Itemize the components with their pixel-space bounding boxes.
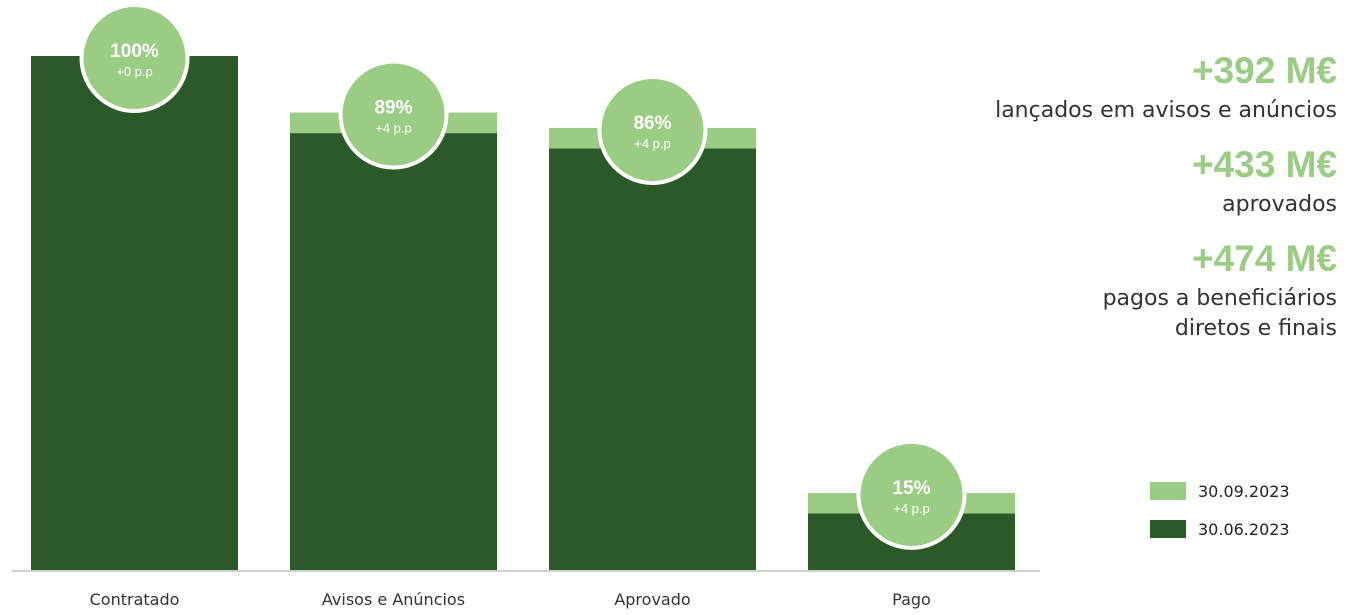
stat-value: +474 M€ xyxy=(1191,238,1337,279)
bubble-percentage: 86% xyxy=(633,113,671,134)
bubble-circle xyxy=(79,3,190,113)
bubble-circle xyxy=(597,74,708,185)
stat-paid: +474 M€ pagos a beneficiários diretos e … xyxy=(917,234,1337,344)
bubble-delta: +4 p.p xyxy=(375,121,412,136)
bubble-circle xyxy=(338,59,449,170)
bubble-percentage: 15% xyxy=(892,478,930,499)
value-bubble: 100% +0 p.p xyxy=(79,3,190,113)
category-label: Pago xyxy=(892,590,931,609)
value-bubble: 86% +4 p.p xyxy=(597,74,708,185)
stat-approved: +433 M€ aprovados xyxy=(917,140,1337,220)
category-label: Aprovado xyxy=(614,590,690,609)
value-bubble: 89% +4 p.p xyxy=(338,59,449,170)
stat-description: lançados em avisos e anúncios xyxy=(995,98,1337,123)
stat-value: +433 M€ xyxy=(1191,144,1337,185)
category-label: Avisos e Anúncios xyxy=(322,590,465,609)
legend-item-q3: 30.09.2023 xyxy=(1150,480,1290,502)
bubble-delta: +0 p.p xyxy=(116,64,153,79)
legend-label: 30.09.2023 xyxy=(1198,481,1290,501)
bubble-circle xyxy=(856,439,967,550)
bubble-delta: +4 p.p xyxy=(893,501,930,516)
bar-30-06-2023-2 xyxy=(549,148,756,570)
stats-panel: +392 M€ lançados em avisos e anúncios +4… xyxy=(917,46,1337,358)
bubble-delta: +4 p.p xyxy=(634,136,671,151)
category-label: Contratado xyxy=(90,590,180,609)
legend-swatch xyxy=(1150,520,1186,538)
legend-swatch xyxy=(1150,482,1186,500)
value-bubble: 15% +4 p.p xyxy=(856,439,967,550)
legend-label: 30.06.2023 xyxy=(1198,519,1290,539)
bubble-percentage: 100% xyxy=(110,41,159,62)
stat-launched: +392 M€ lançados em avisos e anúncios xyxy=(917,46,1337,126)
bubble-percentage: 89% xyxy=(374,98,412,119)
bar-30-06-2023-0 xyxy=(31,56,238,570)
bar-30-06-2023-1 xyxy=(290,133,497,570)
stat-description: aprovados xyxy=(1222,192,1337,217)
legend: 30.09.2023 30.06.2023 xyxy=(1150,480,1290,556)
legend-item-q2: 30.06.2023 xyxy=(1150,518,1290,540)
stat-description: pagos a beneficiários diretos e finais xyxy=(1102,286,1337,341)
stat-value: +392 M€ xyxy=(1191,50,1337,91)
